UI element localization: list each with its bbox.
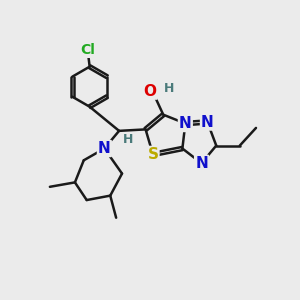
Text: H: H [123, 133, 133, 146]
Text: N: N [98, 141, 111, 156]
Text: N: N [201, 115, 214, 130]
Text: N: N [195, 156, 208, 171]
Text: S: S [147, 147, 158, 162]
Text: Cl: Cl [81, 43, 96, 57]
Text: O: O [143, 84, 157, 99]
Text: N: N [179, 116, 192, 131]
Text: H: H [164, 82, 174, 95]
